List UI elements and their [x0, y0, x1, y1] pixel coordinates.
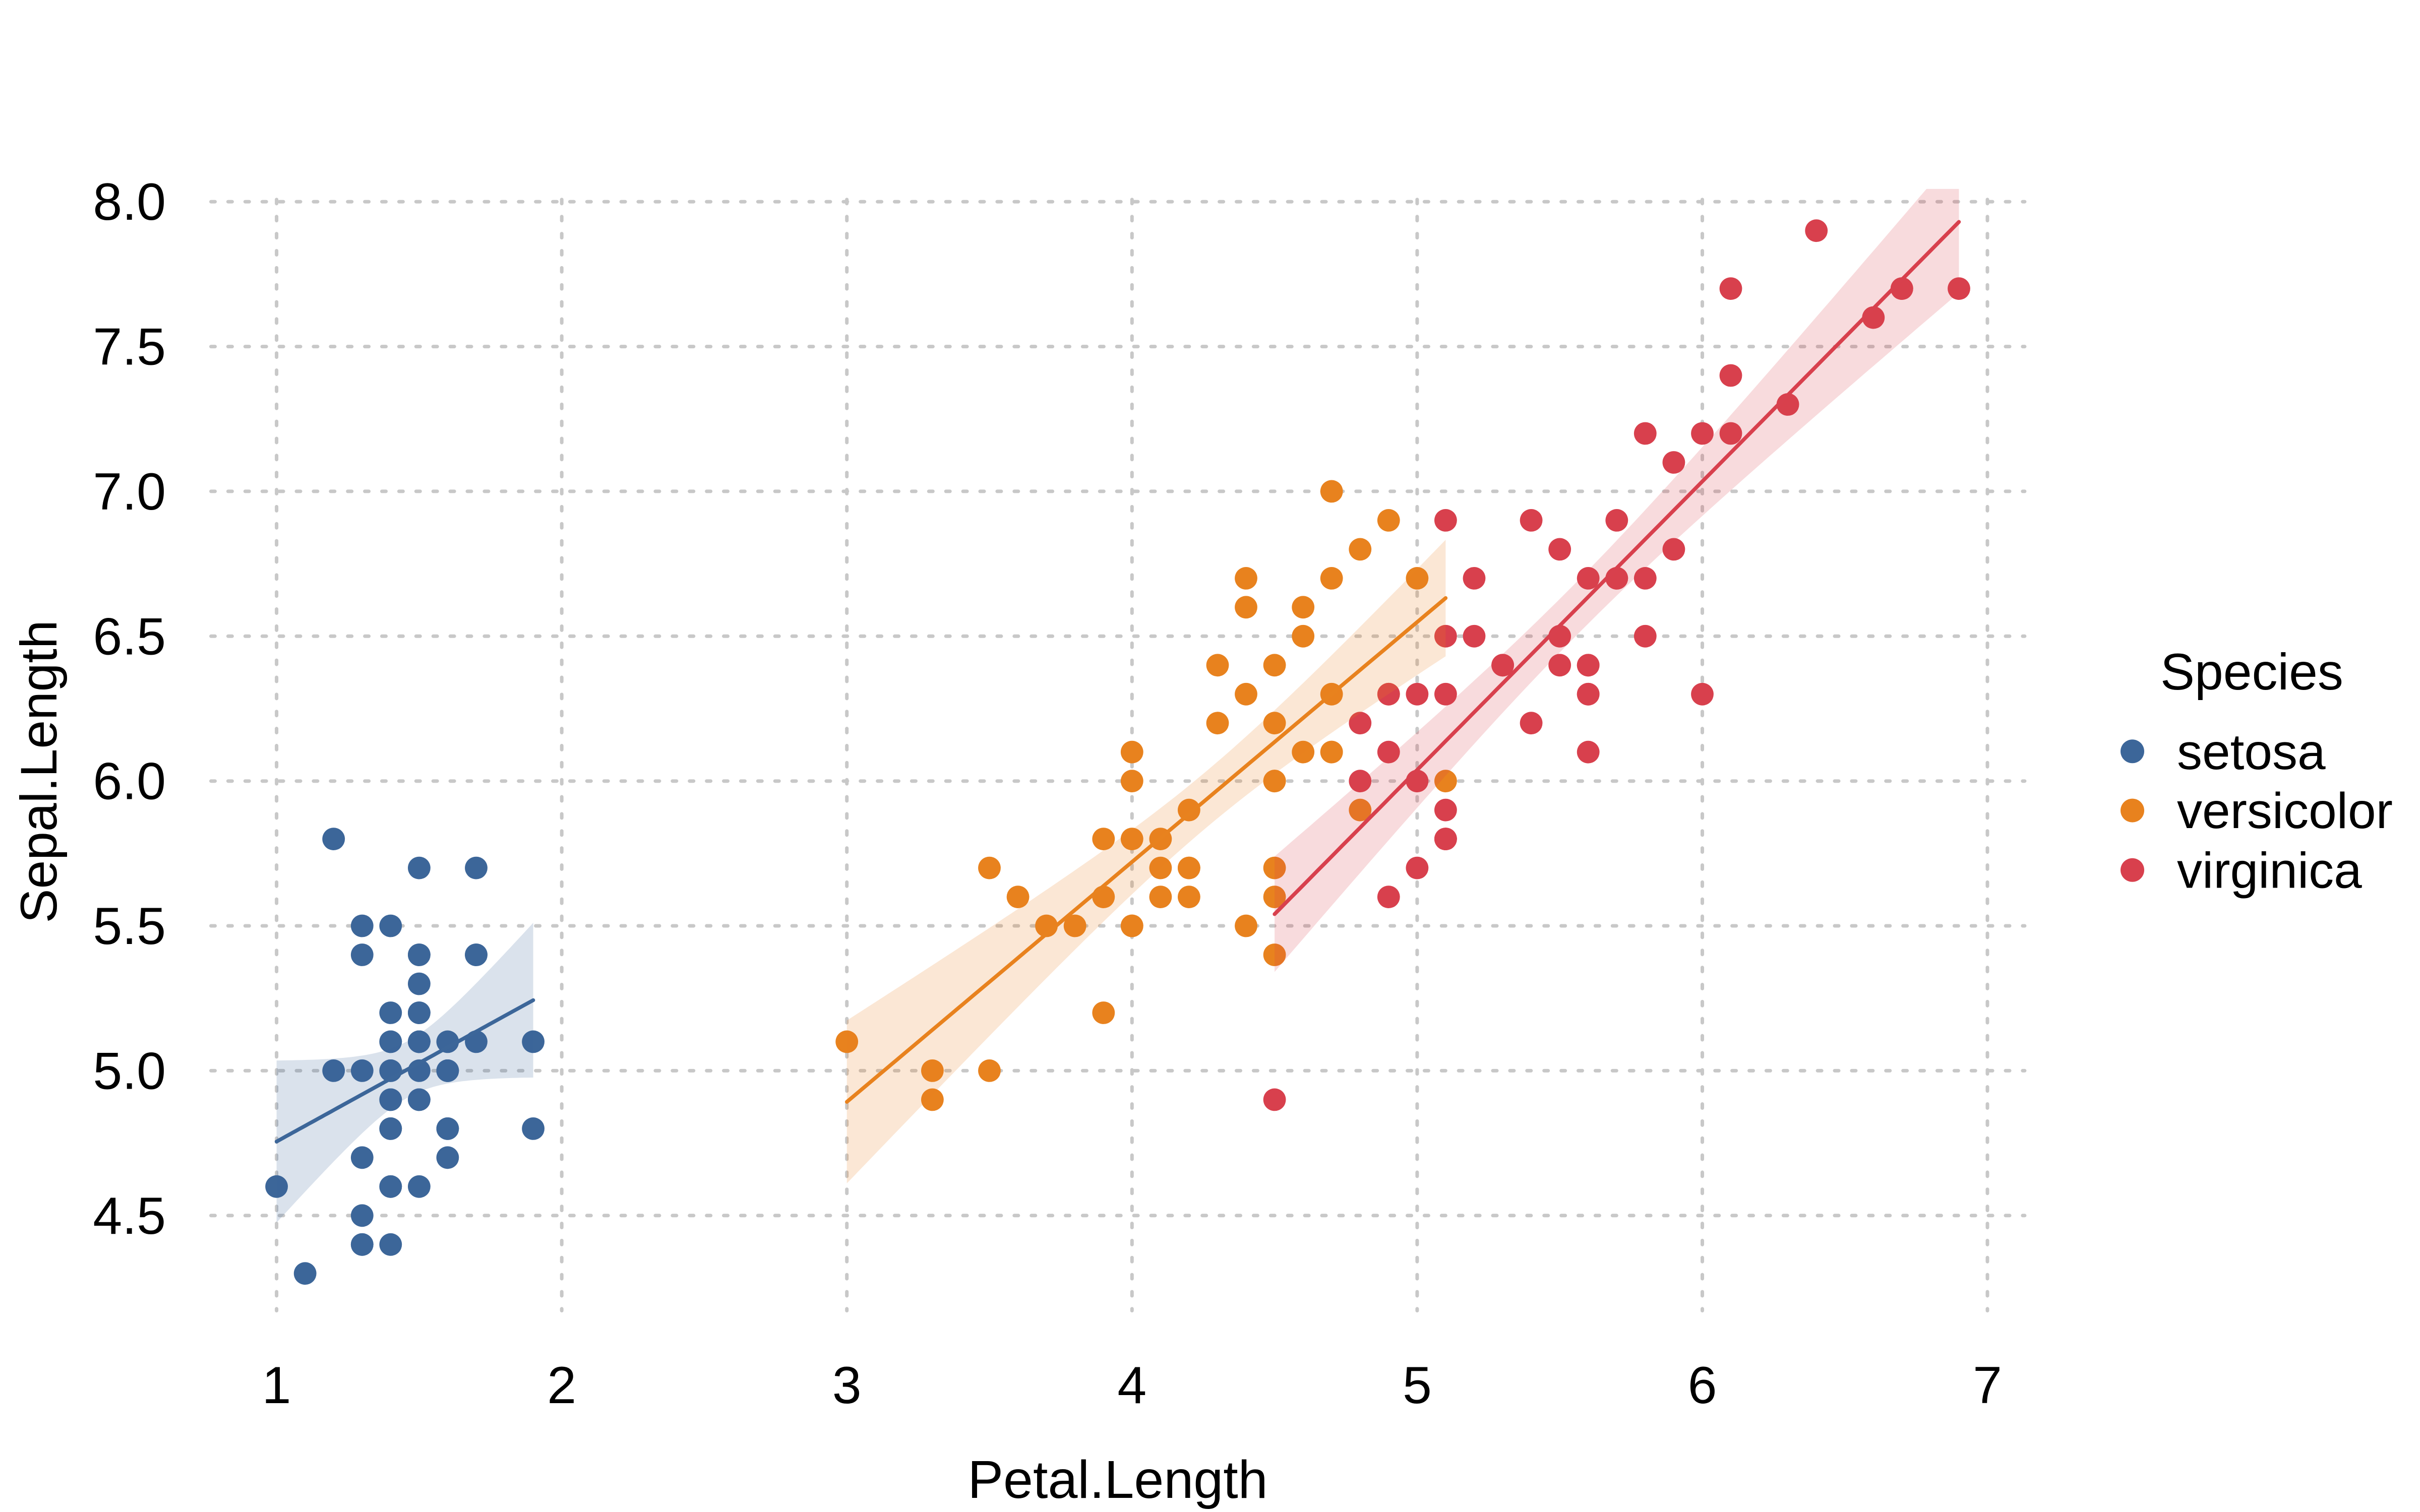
svg-text:7: 7: [1973, 1356, 2002, 1415]
svg-text:5.0: 5.0: [93, 1042, 166, 1100]
svg-text:6: 6: [1688, 1356, 1717, 1415]
svg-text:Species: Species: [2160, 643, 2343, 701]
svg-text:4.5: 4.5: [93, 1187, 166, 1245]
svg-text:5.5: 5.5: [93, 897, 166, 956]
svg-text:8.0: 8.0: [93, 173, 166, 231]
svg-text:1: 1: [262, 1356, 291, 1415]
svg-text:6.0: 6.0: [93, 752, 166, 811]
svg-text:3: 3: [832, 1356, 862, 1415]
svg-text:Petal.Length: Petal.Length: [967, 1450, 1267, 1509]
svg-text:virginica: virginica: [2177, 842, 2362, 899]
svg-text:Sepal.Length: Sepal.Length: [10, 620, 68, 923]
svg-text:2: 2: [547, 1356, 576, 1415]
svg-text:6.5: 6.5: [93, 607, 166, 666]
svg-text:versicolor: versicolor: [2177, 783, 2393, 839]
svg-text:5: 5: [1403, 1356, 1432, 1415]
svg-text:7.0: 7.0: [93, 463, 166, 521]
svg-text:setosa: setosa: [2177, 724, 2326, 780]
svg-text:4: 4: [1117, 1356, 1146, 1415]
svg-text:7.5: 7.5: [93, 318, 166, 376]
